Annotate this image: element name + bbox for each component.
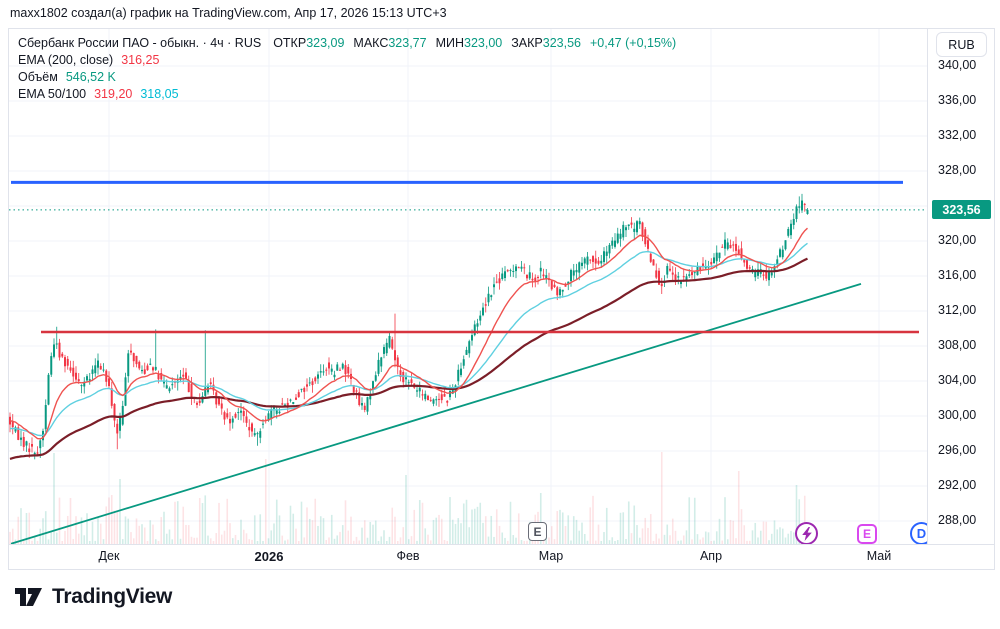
earnings-badge[interactable]: E <box>528 522 547 541</box>
tradingview-logo-icon <box>15 588 42 606</box>
last-price-tag: 323,56 <box>932 200 991 220</box>
time-axis[interactable]: Дек 2026 Фев Мар Апр Май <box>9 544 994 569</box>
change-value: +0,47 (+0,15%) <box>590 36 677 50</box>
attribution-text: maxx1802 создал(а) график на TradingView… <box>10 6 447 20</box>
ema50-value: 319,20 <box>94 87 133 101</box>
price-tick-label: 328,00 <box>938 163 977 177</box>
legend-ema50-100-row[interactable]: EMA 50/100 319,20 318,05 <box>18 86 676 103</box>
price-tick-label: 304,00 <box>938 373 977 387</box>
close-value: 323,56 <box>542 36 581 50</box>
high-value: 323,77 <box>388 36 427 50</box>
price-tick-label: 308,00 <box>938 338 977 352</box>
time-axis-label: Фев <box>396 549 420 564</box>
price-tick-label: 300,00 <box>938 408 977 422</box>
price-tick-label: 312,00 <box>938 303 977 317</box>
main-chart-svg[interactable] <box>9 29 927 545</box>
lightning-icon <box>801 526 812 541</box>
tradingview-logo-text: TradingView <box>52 585 173 608</box>
low-label: МИН <box>435 36 465 50</box>
price-tick-label: 316,00 <box>938 268 977 282</box>
time-axis-label: 2026 <box>254 549 284 565</box>
ema200-value: 316,25 <box>121 53 160 67</box>
open-label: ОТКР <box>273 36 307 50</box>
currency-button[interactable]: RUB <box>936 32 987 57</box>
chart-pane[interactable]: Сбербанк России ПАО - обыкн. · 4ч · RUS … <box>9 29 927 545</box>
volume-label: Объём <box>18 70 58 84</box>
symbol-title: Сбербанк России ПАО - обыкн. · 4ч · RUS <box>18 36 262 50</box>
time-axis-label: Апр <box>699 549 723 564</box>
chart-widget: Сбербанк России ПАО - обыкн. · 4ч · RUS … <box>8 28 995 570</box>
chart-upper-area: Сбербанк России ПАО - обыкн. · 4ч · RUS … <box>9 29 994 545</box>
open-value: 323,09 <box>306 36 345 50</box>
price-axis[interactable]: RUB 340,00336,00332,00328,00324,00320,00… <box>927 29 994 545</box>
ema100-value: 318,05 <box>140 87 179 101</box>
ema200-label: EMA (200, close) <box>18 53 114 67</box>
time-axis-label: Дек <box>98 549 120 564</box>
economic-events-button[interactable] <box>795 522 818 545</box>
price-tick-label: 296,00 <box>938 443 977 457</box>
earnings-button[interactable]: E <box>857 524 877 544</box>
ema50-100-label: EMA 50/100 <box>18 87 87 101</box>
dividends-button[interactable]: D <box>910 522 927 545</box>
legend-symbol-row[interactable]: Сбербанк России ПАО - обыкн. · 4ч · RUS … <box>18 35 676 52</box>
price-tick-label: 332,00 <box>938 128 977 142</box>
price-tick-label: 340,00 <box>938 58 977 72</box>
low-value: 323,00 <box>464 36 503 50</box>
legend-volume-row[interactable]: Объём 546,52 K <box>18 69 676 86</box>
legend-ema200-row[interactable]: EMA (200, close) 316,25 <box>18 52 676 69</box>
high-label: МАКС <box>353 36 389 50</box>
price-tick-label: 336,00 <box>938 93 977 107</box>
price-tick-label: 292,00 <box>938 478 977 492</box>
price-tick-label: 320,00 <box>938 233 977 247</box>
close-label: ЗАКР <box>511 36 543 50</box>
tradingview-logo[interactable]: TradingView <box>14 584 172 610</box>
volume-value: 546,52 K <box>65 70 116 84</box>
legend: Сбербанк России ПАО - обыкн. · 4ч · RUS … <box>18 35 676 103</box>
price-tick-label: 288,00 <box>938 513 977 527</box>
time-axis-label: Мар <box>538 549 564 564</box>
time-axis-label: Май <box>866 549 892 564</box>
